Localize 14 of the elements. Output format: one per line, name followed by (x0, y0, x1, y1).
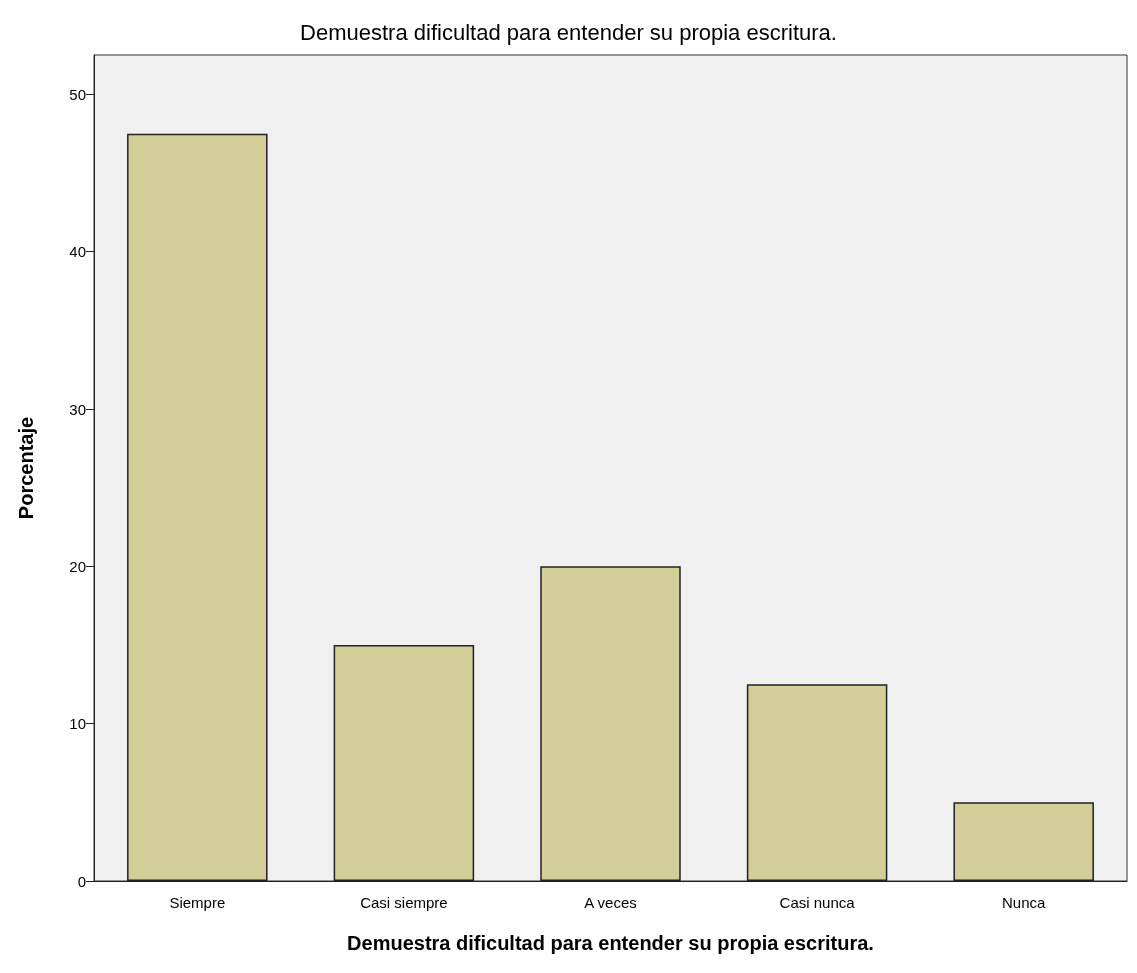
y-tick-label: 40 (69, 243, 86, 261)
x-tick-label: Casi nunca (779, 894, 856, 911)
x-tick-label: Casi siempre (360, 894, 448, 911)
y-axis-title: Porcentaje (15, 416, 37, 520)
x-tick-label: A veces (584, 894, 637, 911)
x-tick-label: Siempre (169, 894, 226, 911)
y-tick-label: 20 (69, 557, 86, 575)
x-tick-label: Nunca (1002, 894, 1047, 911)
y-tick-label: 10 (69, 715, 86, 733)
x-axis-title: Demuestra dificultad para entender su propia escritura. (347, 932, 874, 954)
y-tick-label: 0 (77, 872, 86, 890)
y-tick-label: 50 (69, 85, 86, 103)
chart-title: Demuestra dificultad para entender su propia escritura. (300, 19, 837, 45)
y-tick-label: 30 (69, 400, 86, 418)
